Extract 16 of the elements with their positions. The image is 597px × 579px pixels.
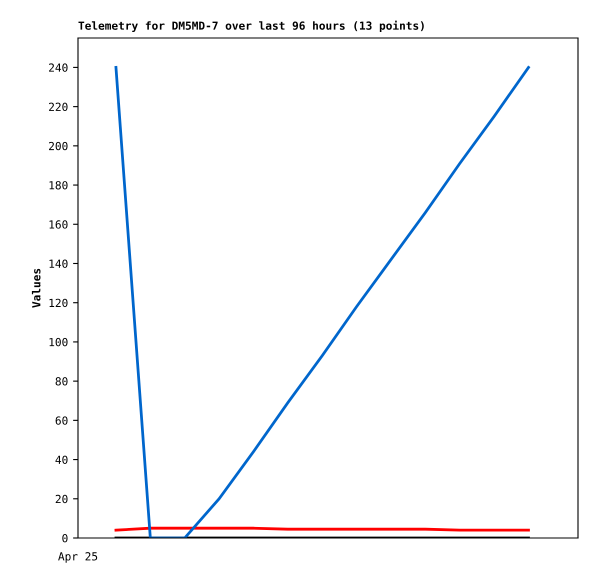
y-tick-label: 220 (49, 102, 68, 112)
chart-title: Telemetry for DM5MD-7 over last 96 hours (13 points) (78, 20, 424, 32)
y-tick-label: 20 (56, 494, 68, 504)
y-tick-label: 80 (56, 377, 68, 386)
y-tick-label: 200 (49, 142, 68, 150)
y-tick-label: 140 (50, 259, 68, 268)
y-tick-label: 40 (55, 456, 68, 464)
y-tick-label: 0 (62, 534, 68, 542)
y-tick-label: 240 (49, 63, 68, 72)
y-tick-label: 60 (56, 416, 68, 425)
y-tick-label: 160 (50, 220, 68, 229)
text: Apr 25 (58, 552, 98, 563)
y-tick-label: 100 (50, 338, 68, 346)
y-tick-label: 180 (50, 181, 68, 190)
y-tick-label: 120 (50, 298, 68, 308)
y-axis-title: Values (32, 268, 40, 308)
